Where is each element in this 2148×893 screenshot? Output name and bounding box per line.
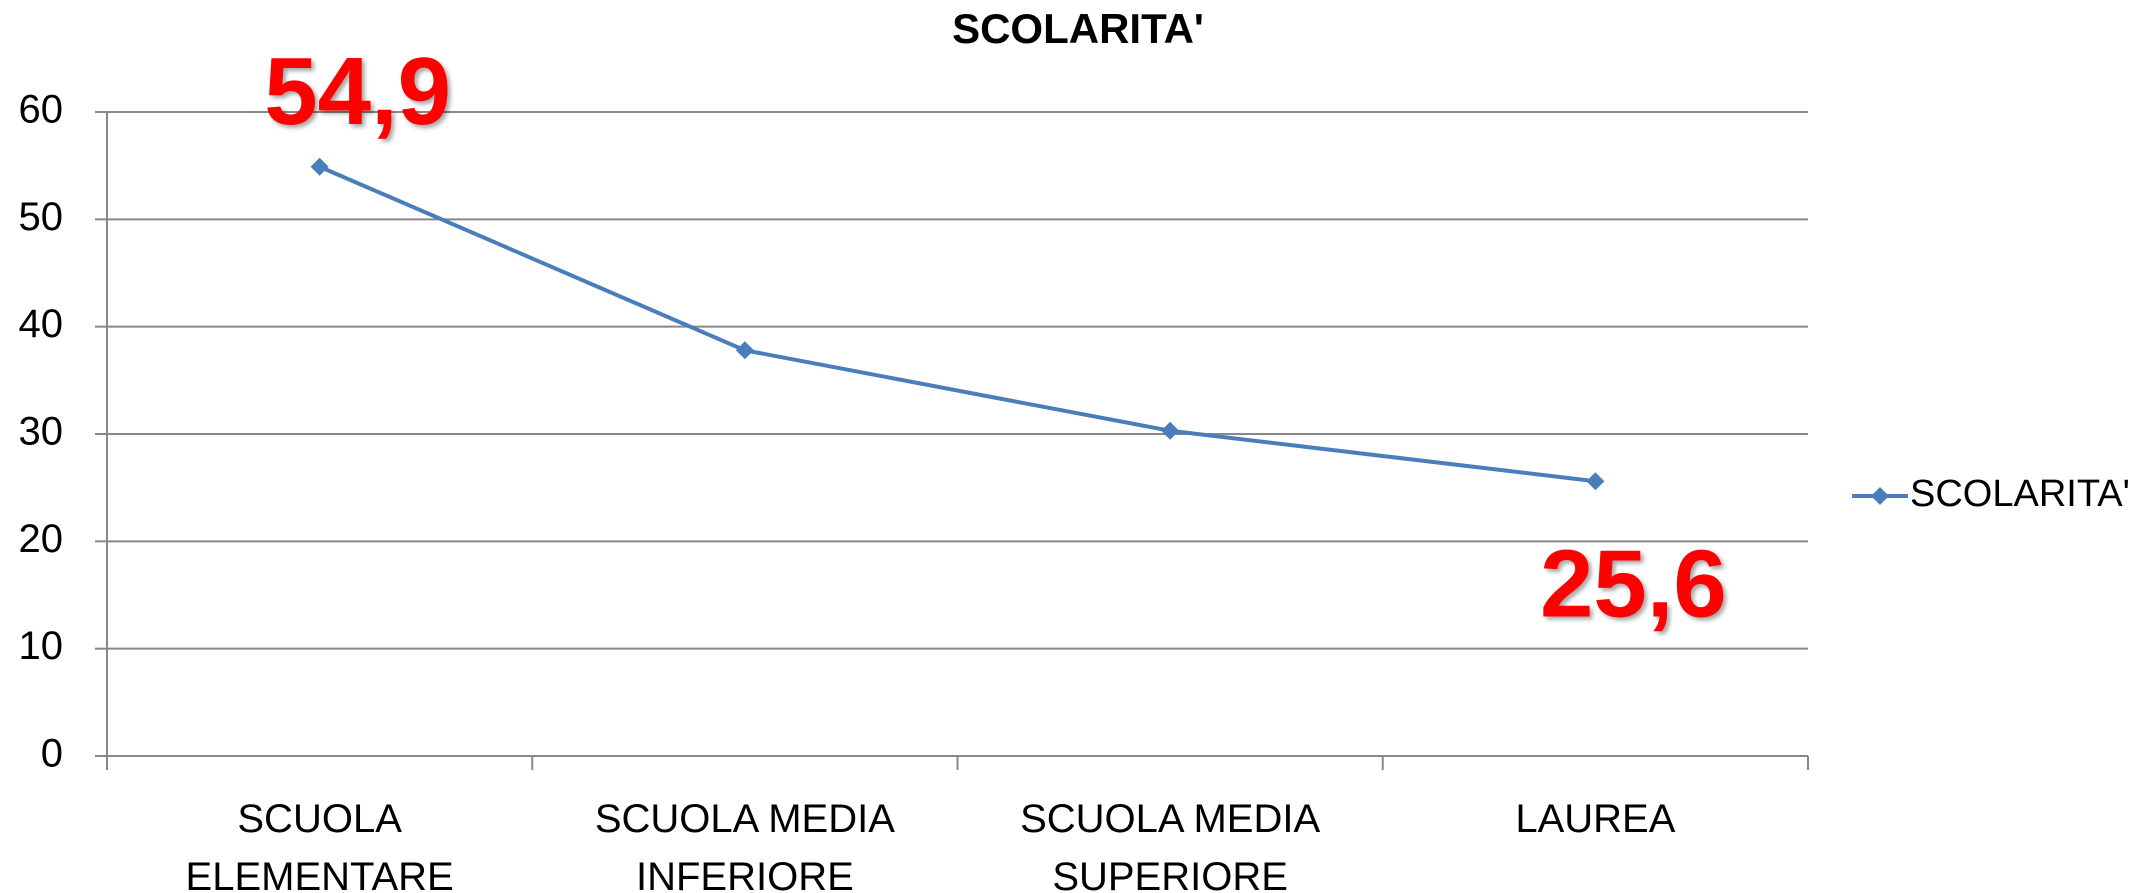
data-point [1586, 472, 1605, 491]
data-point [310, 157, 329, 176]
y-tick-label: 40 [19, 302, 64, 346]
legend-marker [1871, 487, 1889, 505]
x-tick-label: SCUOLA MEDIA SUPERIORE [1020, 797, 1321, 893]
x-tick-label: SCUOLA ELEMENTARE [185, 797, 454, 893]
series-line [318, 164, 1596, 484]
data-label: 54,9 [264, 38, 451, 145]
y-tick-label: 20 [19, 517, 64, 561]
data-point [735, 341, 754, 360]
x-tick-label: LAUREA [1515, 797, 1676, 841]
y-tick-label: 50 [19, 195, 64, 239]
data-label: 25,6 [1540, 531, 1727, 638]
y-tick-label: 30 [19, 410, 64, 454]
y-tick-label: 10 [19, 624, 64, 668]
y-tick-label: 0 [41, 732, 63, 776]
legend-label: SCOLARITA' [1910, 473, 2130, 515]
x-tick-label: SCUOLA MEDIA INFERIORE [594, 797, 895, 893]
data-point [1161, 421, 1180, 440]
chart-title: SCOLARITA' [952, 5, 1204, 52]
y-tick-label: 60 [19, 88, 64, 132]
